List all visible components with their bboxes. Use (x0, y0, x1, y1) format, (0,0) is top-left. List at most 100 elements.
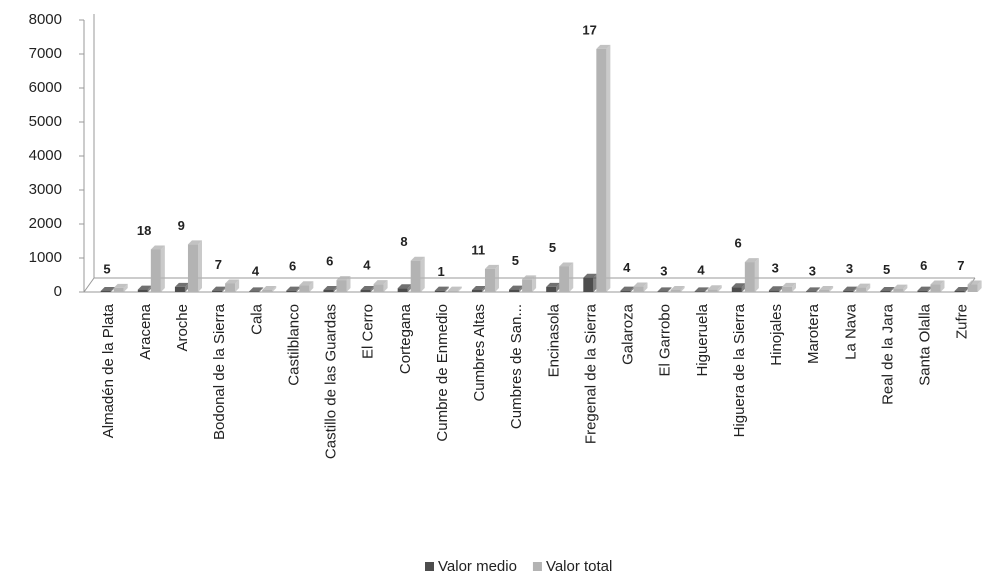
bar (509, 289, 520, 292)
bar (781, 286, 792, 292)
bar-side (160, 245, 165, 292)
bar-top (583, 273, 598, 278)
bar (397, 288, 408, 292)
bar (880, 290, 891, 292)
bar-top (262, 285, 277, 290)
bar-side (569, 262, 574, 292)
bar-side (184, 282, 189, 292)
x-tick-label: Real de la Jara (879, 303, 896, 405)
bar (225, 283, 236, 292)
bar-top (930, 280, 945, 285)
bar-top (336, 276, 351, 281)
bar (447, 290, 458, 292)
bar (546, 286, 557, 292)
x-tick-label: Almadén de la Plata (100, 303, 117, 438)
bar-side (481, 285, 486, 292)
annotation: 4 (623, 260, 631, 275)
bar-side (630, 286, 635, 292)
annotation: 3 (846, 261, 853, 276)
x-tick-label: Santa Olalla (917, 303, 934, 385)
x-tick-label: Aroche (174, 304, 191, 352)
bar-top (768, 286, 783, 291)
bar-top (286, 286, 301, 291)
annotation: 6 (735, 236, 742, 251)
x-tick-label: Higuera de la Sierra (731, 303, 748, 437)
bar (471, 289, 482, 292)
bar-side (444, 286, 449, 292)
bar-side (977, 280, 982, 292)
bar-top (299, 281, 314, 286)
bar (893, 288, 904, 292)
bar (707, 289, 718, 292)
bar-side (296, 286, 301, 292)
x-tick-label: Bodonal de la Sierra (211, 303, 228, 440)
x-tick-label: Cala (248, 303, 265, 335)
bar (187, 244, 198, 292)
x-tick-label: Galaroza (620, 303, 637, 365)
bar (596, 48, 607, 293)
bar-top (397, 284, 412, 289)
bar-side (717, 285, 722, 292)
bar-side (667, 287, 672, 292)
y-tick-label: 5000 (29, 113, 62, 130)
bar (150, 249, 161, 292)
bar-top (596, 44, 611, 49)
legend-swatch (532, 562, 542, 571)
bar-side (964, 286, 969, 292)
x-tick-label: Castilblanco (285, 304, 302, 386)
bar-top (843, 286, 858, 291)
bar-top (137, 285, 152, 290)
annotation: 5 (549, 240, 556, 255)
bar-top (954, 286, 969, 291)
bar-top (670, 285, 685, 290)
bar-top (893, 284, 908, 289)
bar-top (917, 286, 932, 291)
bar-side (778, 286, 783, 292)
x-tick-label: Encinasola (545, 303, 562, 377)
x-tick-label: El Cerro (360, 304, 377, 359)
bar (522, 279, 533, 292)
bar-top (522, 275, 537, 280)
bar-side (940, 280, 945, 292)
bar (410, 260, 421, 292)
bar-top (447, 286, 462, 291)
bar-top (373, 280, 388, 285)
bar (137, 289, 148, 292)
bar (930, 284, 941, 292)
bar-top (657, 287, 672, 292)
back-wall (83, 14, 975, 293)
bar-side (606, 44, 611, 293)
bar-side (791, 282, 796, 292)
annotation: 5 (103, 261, 110, 276)
annotation: 7 (215, 257, 222, 272)
bar (113, 287, 124, 292)
bar-side (704, 287, 709, 292)
bar (806, 291, 817, 292)
bar-top (174, 282, 189, 287)
bar (633, 286, 644, 292)
x-tick-label: Hinojales (768, 304, 785, 366)
bar-top (633, 282, 648, 287)
x-tick-label: Aracena (137, 303, 154, 360)
bar (694, 291, 705, 292)
bar-side (680, 285, 685, 292)
bar-top (225, 279, 240, 284)
bar (434, 290, 445, 292)
bar-side (420, 256, 425, 292)
bar-top (410, 256, 425, 261)
bar (323, 289, 334, 292)
bar (100, 290, 111, 292)
bar-side (222, 286, 227, 292)
bar (917, 290, 928, 292)
x-tick-label: La Nava (842, 303, 859, 360)
bar-top (150, 245, 165, 250)
bar-top (880, 286, 895, 291)
bar-top (819, 285, 834, 290)
y-tick-label: 1000 (29, 249, 62, 266)
annotation: 3 (660, 263, 667, 278)
bar-top (731, 283, 746, 288)
x-tick-label: Cumbres de San... (508, 304, 525, 429)
bar-side (457, 286, 462, 292)
bar (360, 289, 371, 292)
annotation: 18 (137, 223, 151, 238)
